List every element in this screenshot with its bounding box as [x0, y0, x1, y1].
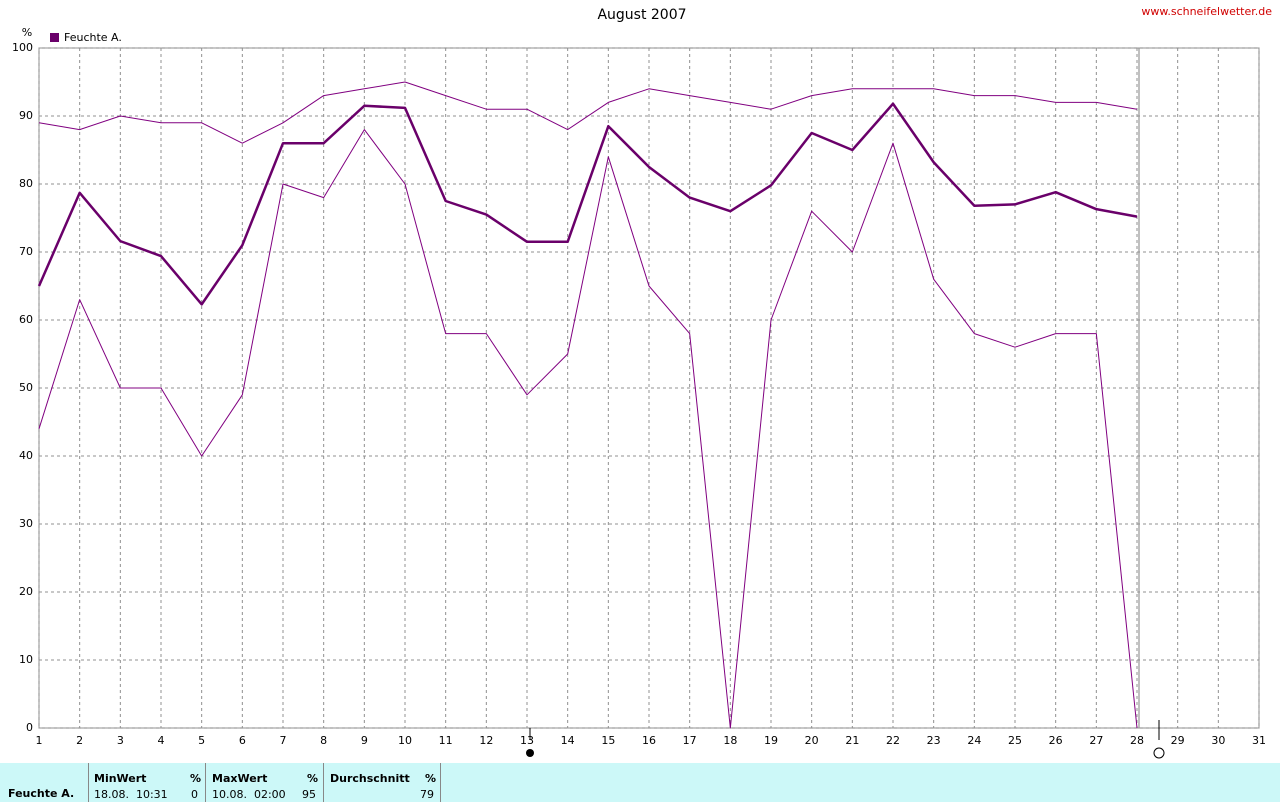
source: www.schneifelwetter.de [1141, 5, 1272, 18]
y-tick-label: 100 [12, 41, 33, 54]
value: 0 [191, 788, 198, 801]
y-tick-label: 10 [19, 653, 33, 666]
x-tick-label: 26 [1049, 734, 1063, 747]
x-tick-label: 29 [1171, 734, 1185, 747]
header: MaxWert [212, 772, 268, 785]
time: 10.08. 02:00 [212, 788, 286, 801]
legend-swatch [50, 33, 59, 42]
x-tick-label: 8 [320, 734, 327, 747]
full-moon-icon [1153, 747, 1165, 759]
separator [440, 763, 441, 802]
line-series [37, 102, 1138, 306]
x-tick-label: 23 [927, 734, 941, 747]
x-tick-label: 30 [1211, 734, 1225, 747]
chart-title: August 2007 [597, 7, 686, 23]
header: Durchschnitt [330, 772, 410, 785]
x-tick-label: 31 [1252, 734, 1266, 747]
x-tick-label: 9 [361, 734, 368, 747]
x-tick-label: 25 [1008, 734, 1022, 747]
y-tick-label: 40 [19, 449, 33, 462]
separator [323, 763, 324, 802]
line-series [38, 129, 1138, 729]
y-axis-label: % [22, 26, 32, 39]
x-tick-label: 12 [479, 734, 493, 747]
unit: % [190, 772, 202, 785]
value: 79 [420, 788, 434, 801]
header: MinWert [94, 772, 147, 785]
unit: % [307, 772, 319, 785]
x-tick-label: 3 [117, 734, 124, 747]
x-tick-label: 15 [601, 734, 615, 747]
x-tick-label: 2 [76, 734, 83, 747]
x-tick-label: 14 [561, 734, 575, 747]
x-tick-label: 6 [239, 734, 246, 747]
x-tick-label: 5 [198, 734, 205, 747]
time: 18.08. 10:31 [94, 788, 168, 801]
y-tick-label: 20 [19, 585, 33, 598]
x-tick-label: 11 [439, 734, 453, 747]
x-tick-label: 1 [36, 734, 43, 747]
summary-table: Feuchte A. MinWert % 18.08. 10:31 0 MaxW… [0, 763, 1280, 802]
x-tick-label: 7 [280, 734, 287, 747]
y-tick-label: 50 [19, 381, 33, 394]
separator [205, 763, 206, 802]
y-tick-label: 90 [19, 109, 33, 122]
x-tick-label: 18 [723, 734, 737, 747]
y-tick-label: 70 [19, 245, 33, 258]
y-tick-label: 0 [26, 721, 33, 734]
x-tick-label: 28 [1130, 734, 1144, 747]
x-tick-label: 16 [642, 734, 656, 747]
x-tick-label: 24 [967, 734, 981, 747]
x-tick-label: 10 [398, 734, 412, 747]
x-tick-label: 20 [805, 734, 819, 747]
y-tick-label: 80 [19, 177, 33, 190]
x-tick-label: 17 [683, 734, 697, 747]
x-tick-label: 13 [520, 734, 534, 747]
x-tick-label: 27 [1089, 734, 1103, 747]
x-tick-label: 4 [158, 734, 165, 747]
separator [88, 763, 89, 802]
unit: % [425, 772, 437, 785]
y-tick-label: 30 [19, 517, 33, 530]
new-moon-icon [526, 749, 534, 757]
x-tick-label: 22 [886, 734, 900, 747]
chart: August 2007 www.schneifelwetter.de % 0 10… [12, 5, 1272, 759]
legend-label: Feuchte A. [64, 31, 122, 44]
x-tick-label: 19 [764, 734, 778, 747]
row-label: Feuchte A. [8, 787, 75, 800]
line-series [38, 81, 1138, 144]
y-tick-label: 60 [19, 313, 33, 326]
x-tick-label: 21 [845, 734, 859, 747]
value: 95 [302, 788, 316, 801]
